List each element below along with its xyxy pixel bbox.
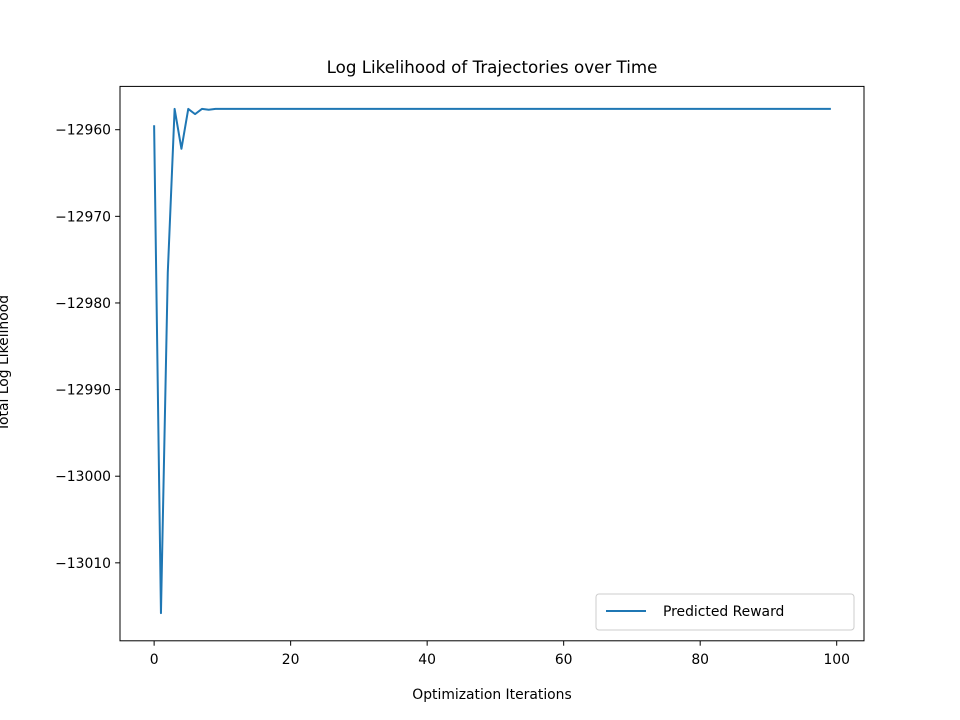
plot-frame — [119, 85, 865, 642]
y-axis: −12960 −12970 −12980 −12990 −13000 −13010 — [55, 123, 120, 572]
x-axis-label: Optimization Iterations — [412, 687, 571, 703]
x-tick-label: 20 — [282, 652, 300, 668]
x-tick-label: 80 — [691, 652, 709, 668]
y-tick-label: −12970 — [55, 209, 111, 225]
plot-area — [119, 85, 865, 642]
series-layer — [153, 107, 831, 615]
legend: Predicted Reward — [595, 593, 855, 631]
x-tick-label: 40 — [418, 652, 436, 668]
y-tick-label: −12980 — [55, 296, 111, 312]
legend-label-predicted-reward: Predicted Reward — [663, 604, 784, 620]
y-tick-label: −12960 — [55, 123, 111, 139]
series-line-predicted-reward — [153, 107, 831, 615]
legend-box — [595, 593, 855, 631]
chart-title: Log Likelihood of Trajectories over Time — [327, 57, 658, 77]
x-tick-label: 0 — [150, 652, 159, 668]
y-tick-label: −13010 — [55, 556, 111, 572]
x-axis: 0 20 40 60 80 100 — [150, 640, 850, 668]
x-tick-label: 60 — [555, 652, 573, 668]
y-axis-label: Total Log Likelihood — [0, 295, 12, 432]
y-tick-label: −13000 — [55, 469, 111, 485]
x-tick-label: 100 — [823, 652, 850, 668]
y-tick-label: −12990 — [55, 383, 111, 399]
